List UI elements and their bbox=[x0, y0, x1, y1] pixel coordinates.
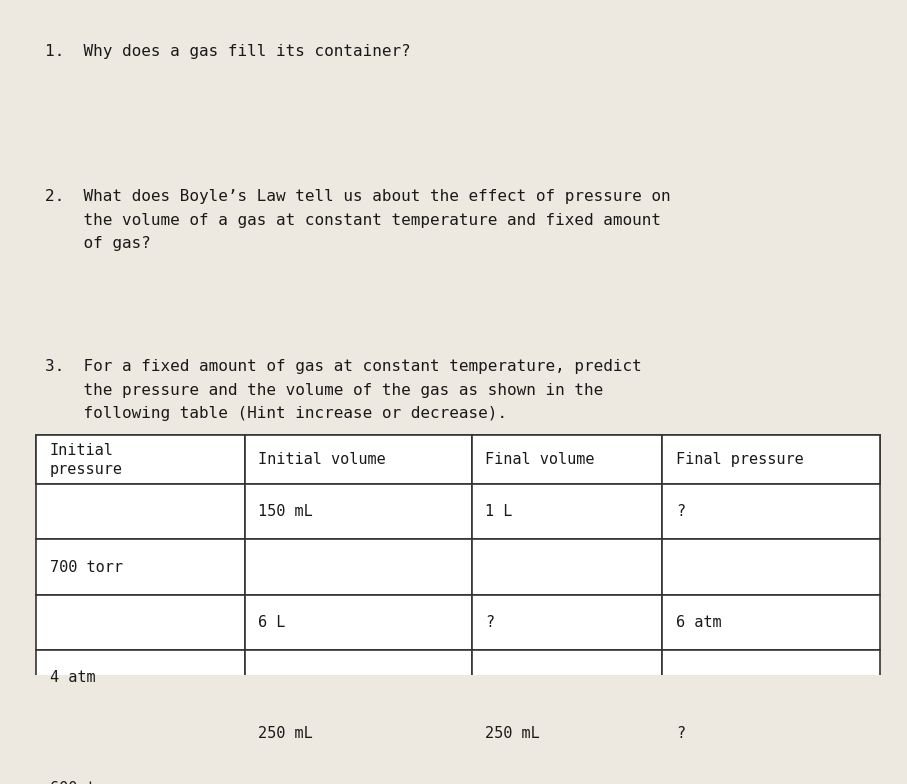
Bar bbox=[245, 595, 472, 650]
Text: 250 mL: 250 mL bbox=[258, 726, 313, 741]
Text: ?: ? bbox=[676, 726, 685, 741]
Bar bbox=[472, 435, 662, 484]
Bar bbox=[245, 539, 472, 595]
Bar bbox=[36, 706, 245, 760]
Text: 3.  For a fixed amount of gas at constant temperature, predict: 3. For a fixed amount of gas at constant… bbox=[45, 359, 642, 374]
Bar bbox=[472, 760, 662, 784]
Bar bbox=[472, 484, 662, 539]
Bar bbox=[472, 706, 662, 760]
Text: 1.  Why does a gas fill its container?: 1. Why does a gas fill its container? bbox=[45, 44, 411, 59]
Bar bbox=[662, 760, 880, 784]
Bar bbox=[472, 650, 662, 706]
Text: the pressure and the volume of the gas as shown in the: the pressure and the volume of the gas a… bbox=[45, 383, 603, 397]
Text: 250 mL: 250 mL bbox=[485, 726, 540, 741]
Bar bbox=[36, 435, 245, 484]
Text: 1 L: 1 L bbox=[485, 504, 512, 519]
Text: 4 atm: 4 atm bbox=[50, 670, 95, 685]
Bar bbox=[472, 435, 662, 484]
Text: ?: ? bbox=[676, 504, 685, 519]
Bar bbox=[245, 706, 472, 760]
Text: Initial
pressure: Initial pressure bbox=[50, 443, 122, 477]
Bar bbox=[245, 435, 472, 484]
Bar bbox=[36, 650, 245, 706]
Text: 6 atm: 6 atm bbox=[676, 615, 721, 630]
Text: 600 torr: 600 torr bbox=[50, 781, 122, 784]
Text: of gas?: of gas? bbox=[45, 236, 151, 252]
Text: 2.  What does Boyle’s Law tell us about the effect of pressure on: 2. What does Boyle’s Law tell us about t… bbox=[45, 189, 671, 204]
Bar bbox=[472, 539, 662, 595]
Text: Final volume: Final volume bbox=[485, 452, 595, 467]
Bar bbox=[662, 595, 880, 650]
Bar bbox=[245, 650, 472, 706]
Text: 150 mL: 150 mL bbox=[258, 504, 313, 519]
Bar bbox=[662, 484, 880, 539]
Bar bbox=[36, 595, 245, 650]
Bar bbox=[36, 760, 245, 784]
Bar bbox=[245, 484, 472, 539]
Bar bbox=[662, 539, 880, 595]
Bar bbox=[36, 484, 245, 539]
Bar bbox=[245, 760, 472, 784]
Text: following table (Hint increase or decrease).: following table (Hint increase or decrea… bbox=[45, 406, 507, 421]
Text: the volume of a gas at constant temperature and fixed amount: the volume of a gas at constant temperat… bbox=[45, 212, 661, 227]
Bar bbox=[662, 650, 880, 706]
Bar bbox=[472, 595, 662, 650]
Text: 6 L: 6 L bbox=[258, 615, 286, 630]
Bar bbox=[662, 706, 880, 760]
Text: Initial volume: Initial volume bbox=[258, 452, 386, 467]
Text: 700 torr: 700 torr bbox=[50, 560, 122, 575]
Bar bbox=[36, 539, 245, 595]
Bar bbox=[662, 435, 880, 484]
Text: ?: ? bbox=[485, 615, 494, 630]
Bar bbox=[36, 435, 245, 484]
Bar bbox=[662, 435, 880, 484]
Text: Final pressure: Final pressure bbox=[676, 452, 804, 467]
Bar bbox=[245, 435, 472, 484]
